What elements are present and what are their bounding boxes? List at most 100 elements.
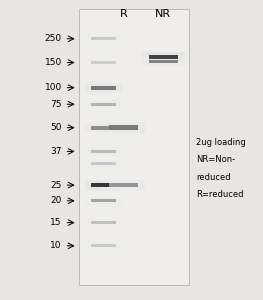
Bar [89,161,119,166]
Text: 75: 75 [50,100,62,109]
Bar [102,122,146,133]
Bar [89,124,119,131]
Bar [145,54,181,61]
Bar [105,124,143,132]
Bar [88,36,120,41]
Bar [106,124,141,131]
Bar [89,102,119,107]
Text: 100: 100 [44,83,62,92]
Bar [92,199,116,203]
Bar [85,219,123,226]
Bar [109,183,138,187]
Bar [85,242,123,249]
Bar [89,102,118,106]
Bar [144,58,182,64]
Bar [86,197,122,204]
Bar [85,83,123,92]
Bar [143,58,183,65]
Bar [86,148,122,155]
Bar [86,243,122,249]
Text: NR=Non-: NR=Non- [196,155,235,164]
Text: 10: 10 [50,241,62,250]
Bar [85,59,123,66]
Bar [92,61,116,64]
Text: 37: 37 [50,147,62,156]
Bar [85,100,123,108]
Text: R: R [120,9,128,19]
Bar [107,124,140,131]
Bar [144,54,182,61]
Bar [87,198,121,204]
Bar [92,221,116,224]
Bar [90,149,117,153]
Bar [88,60,120,65]
Bar [106,182,141,188]
Text: 250: 250 [45,34,62,43]
Bar [92,61,116,64]
Bar [89,244,118,248]
Bar [104,181,144,189]
Bar [90,162,117,165]
Bar [89,182,118,188]
Bar [92,37,116,40]
Bar [92,183,116,188]
Bar [86,59,122,66]
Bar [102,180,146,190]
Bar [88,101,120,107]
Bar [92,150,116,153]
Bar [92,183,116,188]
Text: 2ug loading: 2ug loading [196,138,246,147]
Bar [86,180,122,190]
Bar [88,84,120,91]
Bar [108,125,139,130]
Bar [89,244,119,248]
Bar [85,35,123,42]
Bar [87,148,121,154]
Bar [79,9,189,285]
Text: NR: NR [155,9,171,19]
Bar [87,161,121,167]
Bar [90,182,117,188]
Bar [89,161,118,166]
Bar [85,160,123,167]
Bar [145,58,181,64]
Bar [89,61,118,64]
Bar [88,148,120,154]
Bar [148,59,179,64]
Bar [87,243,121,249]
Bar [108,183,139,188]
Bar [92,244,116,247]
Bar [88,181,120,189]
Bar [105,182,143,189]
Bar [146,54,180,60]
Bar [89,181,119,189]
Bar [88,198,120,204]
Bar [92,221,116,224]
Bar [86,124,122,132]
Bar [89,125,118,130]
Text: 15: 15 [50,218,62,227]
Text: reduced: reduced [196,173,231,182]
Bar [90,221,117,224]
Bar [92,162,116,165]
Bar [89,60,119,65]
Bar [87,60,121,65]
Bar [87,180,121,190]
Bar [88,161,120,166]
Bar [92,37,116,40]
Bar [88,243,120,248]
Bar [89,37,119,41]
Bar [109,125,138,130]
Bar [86,36,122,42]
Bar [149,55,178,59]
Text: R=reduced: R=reduced [196,190,244,199]
Bar [89,220,119,225]
Text: 25: 25 [50,181,62,190]
Bar [89,220,118,225]
Text: 20: 20 [50,196,62,205]
Bar [149,55,178,59]
Bar [90,199,117,203]
Bar [92,150,116,153]
Bar [92,103,116,106]
Bar [148,55,179,60]
